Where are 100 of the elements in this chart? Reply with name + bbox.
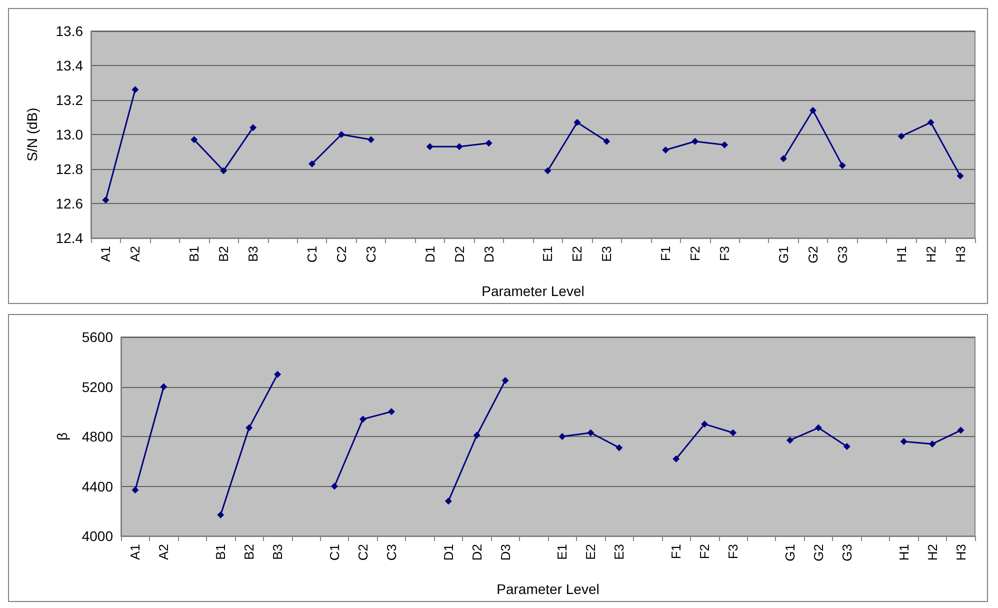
point (132, 86, 139, 94)
x-tick-label: E1 (540, 246, 556, 262)
point (246, 424, 253, 432)
x-tick-label: H2 (923, 246, 938, 263)
y-tick-label: 4800 (82, 428, 114, 444)
y-tick-label: 4000 (82, 528, 114, 544)
y-tick-label: 4400 (82, 478, 114, 494)
point (956, 172, 964, 180)
x-tick-label: F3 (726, 544, 741, 560)
x-tick-label: D2 (452, 246, 467, 263)
point (274, 370, 282, 378)
x-tick-label: H2 (924, 544, 940, 561)
y-tick-label: 13.0 (56, 126, 84, 142)
point (898, 132, 905, 140)
x-tick-label: G2 (805, 246, 820, 264)
x-tick-label: F2 (697, 544, 712, 560)
point (132, 486, 139, 494)
point (367, 136, 374, 144)
x-tick-label: G3 (834, 246, 850, 264)
point (957, 426, 964, 434)
x-tick-label: D3 (481, 246, 496, 263)
x-tick-label: E1 (554, 544, 570, 560)
x-tick-label: H3 (952, 246, 968, 263)
point (444, 498, 452, 505)
y-axis-title: S/N (dB) (24, 108, 40, 162)
x-tick-label: E2 (570, 246, 585, 262)
point (160, 383, 168, 390)
x-tick-label: G2 (810, 544, 826, 562)
point (843, 442, 850, 450)
x-tick-label: G1 (782, 544, 798, 562)
point (838, 162, 846, 170)
x-tick-label: D2 (469, 544, 484, 561)
point (558, 433, 566, 440)
x-tick-label: F1 (668, 544, 684, 560)
x-tick-label: D3 (498, 544, 513, 561)
x-tick-label: H1 (896, 544, 912, 561)
x-tick-label: C1 (304, 246, 320, 263)
point (544, 167, 552, 174)
point (426, 143, 434, 150)
point (672, 455, 680, 462)
point (502, 377, 509, 384)
x-tick-label: E3 (612, 544, 627, 560)
x-axis-title: Parameter Level (482, 283, 584, 299)
point (574, 118, 581, 126)
point (338, 131, 345, 138)
x-tick-label: B2 (242, 544, 257, 560)
x-tick-label: A2 (156, 544, 172, 560)
point (359, 416, 366, 423)
point (485, 140, 492, 147)
point (814, 424, 822, 432)
x-axis-title: Parameter Level (496, 581, 600, 597)
x-tick-label: B1 (186, 246, 202, 262)
point (220, 167, 228, 174)
point (616, 444, 623, 452)
point (331, 482, 338, 490)
x-tick-label: H1 (894, 246, 909, 263)
point (217, 511, 224, 518)
x-tick-label: G3 (839, 544, 854, 562)
y-tick-label: 5600 (82, 329, 114, 345)
point (780, 155, 787, 162)
x-tick-label: B1 (213, 544, 228, 560)
x-tick-label: A1 (128, 544, 143, 560)
point (456, 143, 463, 150)
y-tick-label: 12.6 (56, 196, 84, 212)
point (102, 196, 110, 204)
x-tick-label: C1 (327, 544, 342, 561)
x-tick-label: F2 (688, 246, 703, 262)
y-tick-label: 13.4 (56, 58, 84, 74)
y-tick-label: 13.6 (56, 23, 84, 39)
point (662, 146, 670, 154)
point (809, 106, 816, 114)
point (692, 138, 699, 145)
x-tick-label: G1 (776, 246, 791, 264)
x-tick-label: A1 (98, 246, 114, 262)
point (603, 138, 610, 145)
y-tick-label: 13.2 (56, 92, 84, 108)
y-axis-title: β (54, 432, 70, 441)
x-tick-label: E3 (599, 246, 614, 262)
x-tick-label: C3 (384, 544, 399, 561)
x-tick-label: C3 (363, 246, 378, 263)
point (701, 420, 708, 428)
x-tick-label: F3 (717, 246, 732, 262)
point (900, 438, 908, 445)
y-tick-label: 12.8 (56, 161, 84, 177)
point (786, 436, 794, 444)
x-tick-label: A2 (128, 246, 143, 262)
x-tick-label: B2 (216, 246, 232, 262)
x-tick-label: B3 (270, 544, 286, 560)
point (473, 432, 480, 439)
point (308, 160, 316, 168)
y-tick-label: 12.4 (56, 230, 84, 246)
x-tick-label: D1 (422, 246, 438, 263)
x-tick-label: C2 (355, 544, 370, 561)
point (587, 429, 594, 436)
point (250, 124, 257, 132)
point (927, 118, 934, 126)
x-tick-label: H3 (953, 544, 968, 561)
point (730, 429, 737, 436)
point (388, 408, 395, 416)
x-tick-label: E2 (583, 544, 598, 560)
